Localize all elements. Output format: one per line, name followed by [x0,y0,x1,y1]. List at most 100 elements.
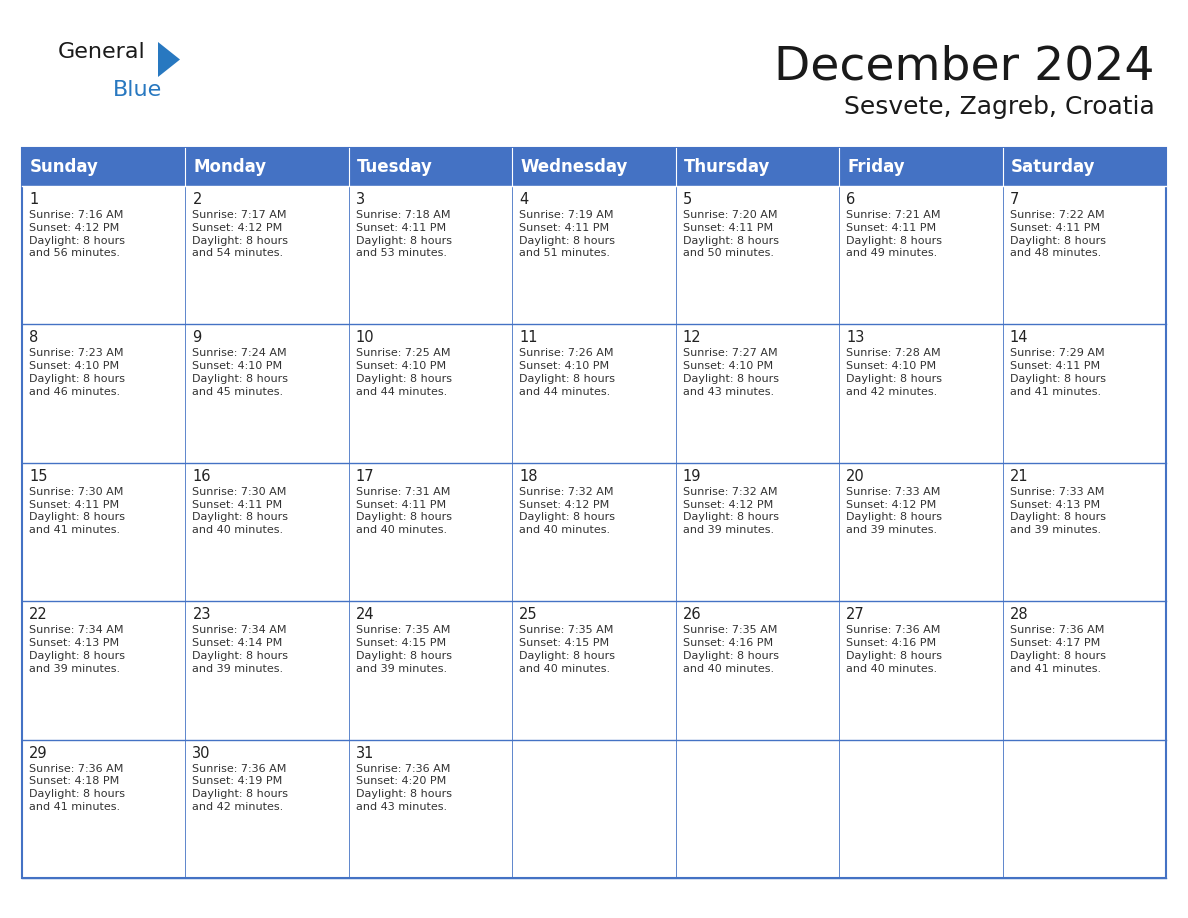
Bar [23,740,185,878]
Bar [839,740,1003,878]
Text: Sunrise: 7:30 AM
Sunset: 4:11 PM
Daylight: 8 hours
and 40 minutes.: Sunrise: 7:30 AM Sunset: 4:11 PM Dayligh… [192,487,289,535]
Text: Sunrise: 7:29 AM
Sunset: 4:11 PM
Daylight: 8 hours
and 41 minutes.: Sunrise: 7:29 AM Sunset: 4:11 PM Dayligh… [1010,349,1106,397]
Polygon shape [158,42,181,77]
Bar [185,463,349,601]
Text: 3: 3 [356,192,365,207]
Text: Sunrise: 7:28 AM
Sunset: 4:10 PM
Daylight: 8 hours
and 42 minutes.: Sunrise: 7:28 AM Sunset: 4:10 PM Dayligh… [846,349,942,397]
Text: Sunrise: 7:36 AM
Sunset: 4:16 PM
Daylight: 8 hours
and 40 minutes.: Sunrise: 7:36 AM Sunset: 4:16 PM Dayligh… [846,625,942,674]
Bar [185,186,349,324]
Bar [676,740,839,878]
Bar [1003,148,1165,186]
Text: 26: 26 [683,607,701,622]
Bar [512,601,676,740]
Text: 10: 10 [356,330,374,345]
Text: Friday: Friday [847,158,905,176]
Bar [23,463,185,601]
Bar [839,324,1003,463]
Text: 2: 2 [192,192,202,207]
Text: 21: 21 [1010,469,1028,484]
Bar [512,186,676,324]
Text: 24: 24 [356,607,374,622]
Bar [512,324,676,463]
Bar [349,601,512,740]
Text: 19: 19 [683,469,701,484]
Text: General: General [58,42,146,62]
Text: Sunrise: 7:34 AM
Sunset: 4:14 PM
Daylight: 8 hours
and 39 minutes.: Sunrise: 7:34 AM Sunset: 4:14 PM Dayligh… [192,625,289,674]
Text: 7: 7 [1010,192,1019,207]
Bar [349,740,512,878]
Bar [676,463,839,601]
Text: 13: 13 [846,330,865,345]
Bar [23,324,185,463]
Text: 27: 27 [846,607,865,622]
Text: 31: 31 [356,745,374,761]
Text: Sunrise: 7:25 AM
Sunset: 4:10 PM
Daylight: 8 hours
and 44 minutes.: Sunrise: 7:25 AM Sunset: 4:10 PM Dayligh… [356,349,451,397]
Bar [185,740,349,878]
Text: 22: 22 [29,607,48,622]
Text: Sunrise: 7:22 AM
Sunset: 4:11 PM
Daylight: 8 hours
and 48 minutes.: Sunrise: 7:22 AM Sunset: 4:11 PM Dayligh… [1010,210,1106,258]
Text: 11: 11 [519,330,538,345]
Bar [23,186,185,324]
Text: Sunrise: 7:19 AM
Sunset: 4:11 PM
Daylight: 8 hours
and 51 minutes.: Sunrise: 7:19 AM Sunset: 4:11 PM Dayligh… [519,210,615,258]
Bar [1003,601,1165,740]
Text: Sunrise: 7:33 AM
Sunset: 4:12 PM
Daylight: 8 hours
and 39 minutes.: Sunrise: 7:33 AM Sunset: 4:12 PM Dayligh… [846,487,942,535]
Text: Thursday: Thursday [684,158,770,176]
Text: 6: 6 [846,192,855,207]
Text: Sunrise: 7:30 AM
Sunset: 4:11 PM
Daylight: 8 hours
and 41 minutes.: Sunrise: 7:30 AM Sunset: 4:11 PM Dayligh… [29,487,125,535]
Text: 9: 9 [192,330,202,345]
Bar [676,601,839,740]
Bar [512,740,676,878]
Text: 30: 30 [192,745,211,761]
Bar [676,186,839,324]
Text: Sunrise: 7:24 AM
Sunset: 4:10 PM
Daylight: 8 hours
and 45 minutes.: Sunrise: 7:24 AM Sunset: 4:10 PM Dayligh… [192,349,289,397]
Text: Sunrise: 7:18 AM
Sunset: 4:11 PM
Daylight: 8 hours
and 53 minutes.: Sunrise: 7:18 AM Sunset: 4:11 PM Dayligh… [356,210,451,258]
Text: 8: 8 [29,330,38,345]
Text: Sunrise: 7:32 AM
Sunset: 4:12 PM
Daylight: 8 hours
and 40 minutes.: Sunrise: 7:32 AM Sunset: 4:12 PM Dayligh… [519,487,615,535]
Text: Sunrise: 7:23 AM
Sunset: 4:10 PM
Daylight: 8 hours
and 46 minutes.: Sunrise: 7:23 AM Sunset: 4:10 PM Dayligh… [29,349,125,397]
Text: Sunrise: 7:31 AM
Sunset: 4:11 PM
Daylight: 8 hours
and 40 minutes.: Sunrise: 7:31 AM Sunset: 4:11 PM Dayligh… [356,487,451,535]
Bar [349,148,512,186]
Bar [1003,186,1165,324]
Text: Sunrise: 7:35 AM
Sunset: 4:16 PM
Daylight: 8 hours
and 40 minutes.: Sunrise: 7:35 AM Sunset: 4:16 PM Dayligh… [683,625,778,674]
Text: Sunrise: 7:36 AM
Sunset: 4:18 PM
Daylight: 8 hours
and 41 minutes.: Sunrise: 7:36 AM Sunset: 4:18 PM Dayligh… [29,764,125,812]
Text: 28: 28 [1010,607,1028,622]
Bar [349,324,512,463]
Text: 18: 18 [519,469,538,484]
Text: Sunrise: 7:16 AM
Sunset: 4:12 PM
Daylight: 8 hours
and 56 minutes.: Sunrise: 7:16 AM Sunset: 4:12 PM Dayligh… [29,210,125,258]
Text: 25: 25 [519,607,538,622]
Text: 17: 17 [356,469,374,484]
Bar [1003,740,1165,878]
Text: 16: 16 [192,469,211,484]
Text: Sunday: Sunday [30,158,99,176]
Text: Saturday: Saturday [1011,158,1095,176]
Bar [512,463,676,601]
Text: Sunrise: 7:36 AM
Sunset: 4:17 PM
Daylight: 8 hours
and 41 minutes.: Sunrise: 7:36 AM Sunset: 4:17 PM Dayligh… [1010,625,1106,674]
Bar [839,186,1003,324]
Text: 29: 29 [29,745,48,761]
Text: Sesvete, Zagreb, Croatia: Sesvete, Zagreb, Croatia [845,95,1155,119]
Text: Sunrise: 7:34 AM
Sunset: 4:13 PM
Daylight: 8 hours
and 39 minutes.: Sunrise: 7:34 AM Sunset: 4:13 PM Dayligh… [29,625,125,674]
Text: Sunrise: 7:27 AM
Sunset: 4:10 PM
Daylight: 8 hours
and 43 minutes.: Sunrise: 7:27 AM Sunset: 4:10 PM Dayligh… [683,349,778,397]
Text: Sunrise: 7:33 AM
Sunset: 4:13 PM
Daylight: 8 hours
and 39 minutes.: Sunrise: 7:33 AM Sunset: 4:13 PM Dayligh… [1010,487,1106,535]
Bar [839,463,1003,601]
Text: 1: 1 [29,192,38,207]
Bar [23,148,1165,878]
Bar [185,601,349,740]
Text: Sunrise: 7:35 AM
Sunset: 4:15 PM
Daylight: 8 hours
and 39 minutes.: Sunrise: 7:35 AM Sunset: 4:15 PM Dayligh… [356,625,451,674]
Text: Monday: Monday [194,158,266,176]
Bar [1003,463,1165,601]
Text: Sunrise: 7:26 AM
Sunset: 4:10 PM
Daylight: 8 hours
and 44 minutes.: Sunrise: 7:26 AM Sunset: 4:10 PM Dayligh… [519,349,615,397]
Text: Sunrise: 7:32 AM
Sunset: 4:12 PM
Daylight: 8 hours
and 39 minutes.: Sunrise: 7:32 AM Sunset: 4:12 PM Dayligh… [683,487,778,535]
Bar [839,601,1003,740]
Text: Sunrise: 7:36 AM
Sunset: 4:20 PM
Daylight: 8 hours
and 43 minutes.: Sunrise: 7:36 AM Sunset: 4:20 PM Dayligh… [356,764,451,812]
Bar [676,148,839,186]
Text: 14: 14 [1010,330,1028,345]
Bar [23,148,185,186]
Bar [349,463,512,601]
Text: Tuesday: Tuesday [356,158,432,176]
Text: Blue: Blue [113,80,163,100]
Bar [512,148,676,186]
Text: Sunrise: 7:36 AM
Sunset: 4:19 PM
Daylight: 8 hours
and 42 minutes.: Sunrise: 7:36 AM Sunset: 4:19 PM Dayligh… [192,764,289,812]
Text: 20: 20 [846,469,865,484]
Text: 12: 12 [683,330,701,345]
